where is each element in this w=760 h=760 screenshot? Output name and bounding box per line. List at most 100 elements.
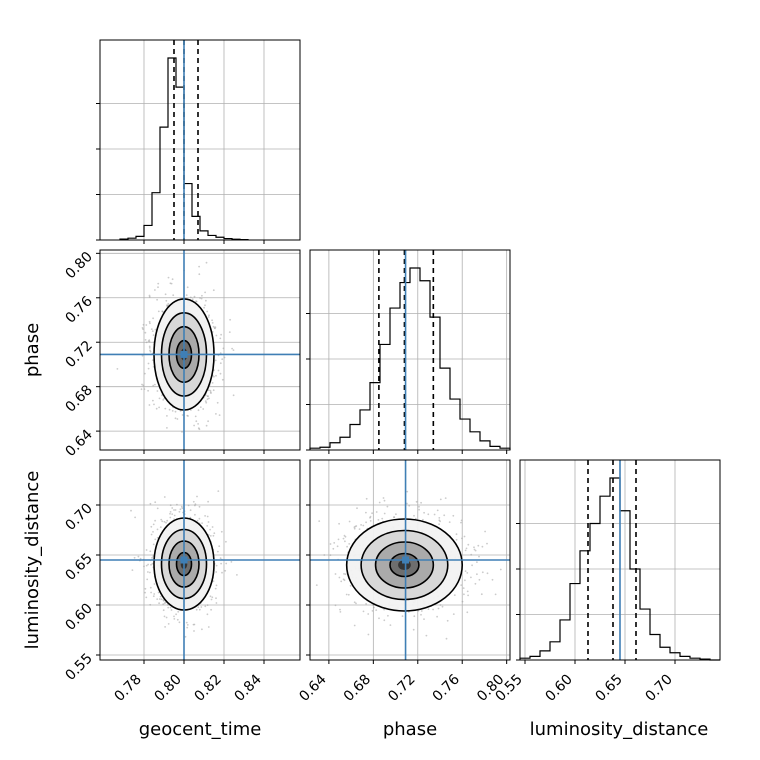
scatter-point xyxy=(383,619,386,622)
scatter-point xyxy=(185,294,188,296)
scatter-point xyxy=(204,304,206,307)
scatter-point xyxy=(452,613,455,615)
scatter-point xyxy=(339,608,341,611)
scatter-point xyxy=(463,593,465,596)
scatter-point xyxy=(194,513,196,516)
scatter-point xyxy=(427,513,430,516)
scatter-point xyxy=(217,369,220,372)
scatter-point xyxy=(212,534,215,537)
scatter-point xyxy=(149,571,151,574)
scatter-point xyxy=(215,334,218,337)
scatter-point xyxy=(373,606,375,609)
scatter-point xyxy=(212,289,215,292)
panel-geocent_time__phase-frame xyxy=(99,249,301,451)
scatter-point xyxy=(176,418,179,420)
scatter-point xyxy=(197,409,200,412)
phase-x-tick-label: 0.72 xyxy=(385,672,418,705)
hist-phase-grid xyxy=(310,250,510,450)
scatter-point xyxy=(439,498,442,501)
scatter-point xyxy=(382,497,385,499)
scatter-point xyxy=(204,400,207,402)
luminosity_distance-x-tick-label: 0.70 xyxy=(642,672,675,705)
scatter-point xyxy=(198,265,201,268)
scatter-point xyxy=(154,519,157,522)
scatter-point xyxy=(158,598,161,600)
scatter-point xyxy=(480,593,483,596)
scatter-point xyxy=(215,374,217,377)
scatter-point xyxy=(441,605,444,608)
scatter-point xyxy=(448,521,451,523)
scatter-point xyxy=(169,516,172,519)
scatter-point xyxy=(171,278,174,281)
scatter-point xyxy=(446,619,449,622)
scatter-point xyxy=(194,415,197,418)
scatter-point xyxy=(198,273,201,276)
scatter-point xyxy=(145,549,148,551)
scatter-point xyxy=(216,401,219,404)
luminosity_distance-x-tick-label: 0.65 xyxy=(592,672,625,705)
scatter-point xyxy=(186,414,189,417)
scatter-point xyxy=(484,530,486,533)
scatter-point xyxy=(193,623,196,626)
scatter-point xyxy=(220,562,223,565)
panel-geocent_time__phase xyxy=(100,250,300,450)
scatter-point xyxy=(167,302,170,305)
scatter-point xyxy=(478,555,480,558)
scatter-point xyxy=(219,557,222,560)
scatter-point xyxy=(149,550,152,553)
scatter-point xyxy=(158,406,161,409)
scatter-point xyxy=(186,624,189,626)
scatter-point xyxy=(147,367,150,370)
scatter-point xyxy=(150,591,153,594)
scatter-point xyxy=(199,406,202,408)
scatter-point xyxy=(147,362,150,365)
phase-y-tick-label: 0.80 xyxy=(62,249,95,282)
scatter-point xyxy=(144,591,147,594)
scatter-point xyxy=(195,420,198,423)
scatter-point xyxy=(225,562,228,565)
scatter-point xyxy=(169,282,172,285)
scatter-point xyxy=(191,298,194,301)
scatter-point xyxy=(432,608,434,611)
scatter-point xyxy=(213,532,216,535)
scatter-point xyxy=(171,507,174,509)
scatter-point xyxy=(144,339,147,341)
scatter-point xyxy=(464,570,467,572)
phase-x-tick-label: 0.64 xyxy=(296,671,329,704)
y-axis-title-phase: phase xyxy=(22,323,43,377)
panel-phase__luminosity_distance xyxy=(310,460,510,660)
scatter-point xyxy=(160,598,163,601)
scatter-point xyxy=(208,397,210,400)
scatter-point xyxy=(360,524,362,526)
phase-y-tick-label: 0.76 xyxy=(62,293,95,326)
scatter-point xyxy=(152,543,155,546)
scatter-point xyxy=(444,497,447,499)
hist-geocent_time-frame xyxy=(99,39,301,241)
scatter-point xyxy=(198,517,201,520)
scatter-point xyxy=(467,594,469,597)
scatter-point xyxy=(463,535,466,538)
scatter-point xyxy=(153,583,156,585)
scatter-point xyxy=(393,516,395,519)
scatter-point xyxy=(193,424,196,427)
scatter-point xyxy=(157,282,160,285)
scatter-point xyxy=(375,511,378,513)
scatter-point xyxy=(470,576,472,579)
scatter-point xyxy=(166,427,168,429)
scatter-point xyxy=(203,306,206,309)
scatter-point xyxy=(466,572,469,574)
scatter-point xyxy=(461,600,464,603)
scatter-point xyxy=(187,504,190,507)
scatter-point xyxy=(160,518,163,521)
scatter-point xyxy=(347,593,350,596)
scatter-point xyxy=(141,383,143,386)
scatter-point xyxy=(210,598,213,601)
scatter-point xyxy=(156,298,159,301)
scatter-point xyxy=(172,294,175,297)
scatter-point xyxy=(162,399,165,401)
scatter-point xyxy=(423,618,425,620)
scatter-point xyxy=(148,320,151,323)
scatter-point xyxy=(186,286,189,289)
contour-line xyxy=(389,552,420,578)
hist-geocent_time-grid xyxy=(100,40,300,240)
